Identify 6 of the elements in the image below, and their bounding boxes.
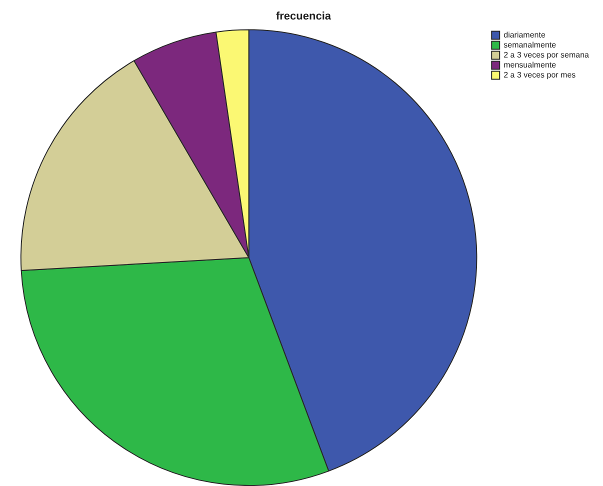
legend-label: 2 a 3 veces por mes bbox=[504, 70, 576, 80]
legend-label: diariamente bbox=[504, 30, 546, 40]
chart-title: frecuencia bbox=[276, 10, 332, 23]
legend-label: semanalmente bbox=[504, 40, 557, 50]
legend-label: 2 a 3 veces por semana bbox=[504, 50, 590, 60]
legend-label: mensualmente bbox=[504, 60, 557, 70]
